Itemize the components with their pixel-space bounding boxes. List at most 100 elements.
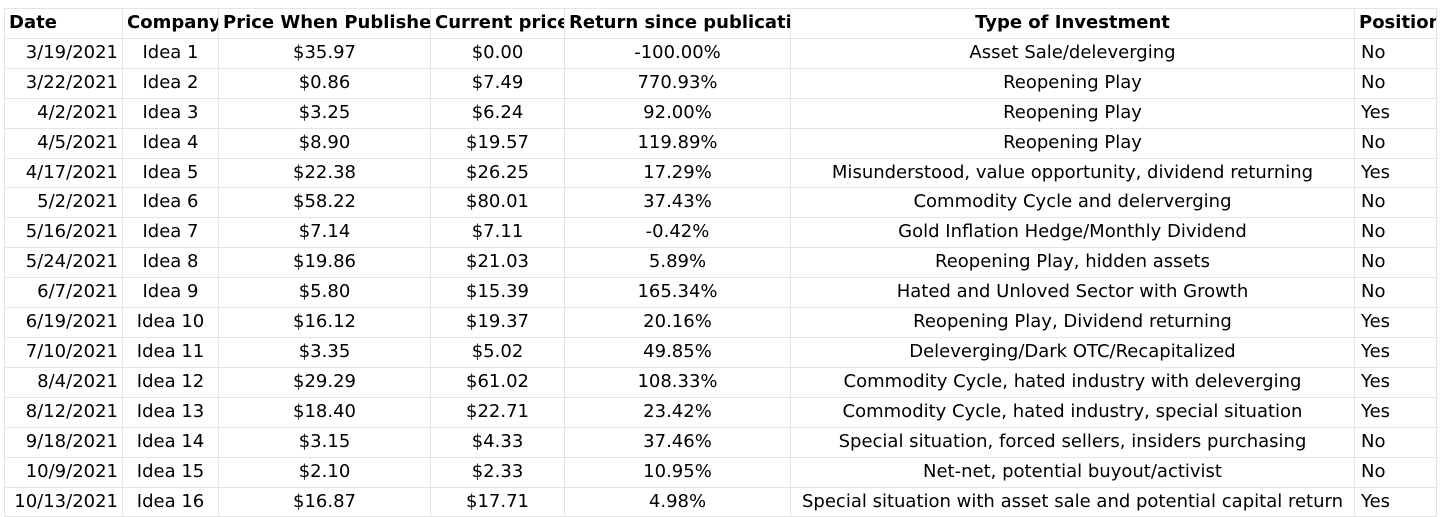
cell-price-published[interactable]: $22.38 xyxy=(218,158,431,189)
header-price-published[interactable]: Price When Published xyxy=(218,8,431,39)
cell-date[interactable]: 6/19/2021 xyxy=(4,307,123,338)
cell-return[interactable]: 49.85% xyxy=(564,337,791,368)
cell-company[interactable]: Idea 10 xyxy=(122,307,219,338)
cell-price-published[interactable]: $16.12 xyxy=(218,307,431,338)
cell-current-price[interactable]: $26.25 xyxy=(430,158,565,189)
cell-price-published[interactable]: $3.15 xyxy=(218,427,431,458)
cell-current-price[interactable]: $0.00 xyxy=(430,38,565,69)
cell-return[interactable]: 20.16% xyxy=(564,307,791,338)
cell-current-price[interactable]: $2.33 xyxy=(430,457,565,488)
cell-type[interactable]: Special situation, forced sellers, insid… xyxy=(790,427,1355,458)
cell-company[interactable]: Idea 15 xyxy=(122,457,219,488)
cell-company[interactable]: Idea 4 xyxy=(122,128,219,159)
cell-type[interactable]: Special situation with asset sale and po… xyxy=(790,487,1355,517)
cell-type[interactable]: Reopening Play, Dividend returning xyxy=(790,307,1355,338)
cell-type[interactable]: Reopening Play xyxy=(790,128,1355,159)
cell-position[interactable]: No xyxy=(1354,187,1437,219)
cell-return[interactable]: -100.00% xyxy=(564,38,791,69)
cell-type[interactable]: Deleverging/Dark OTC/Recapitalized xyxy=(790,337,1355,368)
cell-type[interactable]: Commodity Cycle and delerverging xyxy=(790,187,1355,219)
cell-return[interactable]: -0.42% xyxy=(564,217,791,249)
cell-return[interactable]: 37.43% xyxy=(564,187,791,219)
cell-position[interactable]: No xyxy=(1354,247,1437,279)
cell-position[interactable]: Yes xyxy=(1354,158,1437,189)
cell-date[interactable]: 8/4/2021 xyxy=(4,367,123,398)
cell-current-price[interactable]: $7.11 xyxy=(430,217,565,249)
cell-return[interactable]: 770.93% xyxy=(564,68,791,99)
cell-current-price[interactable]: $6.24 xyxy=(430,98,565,129)
header-position[interactable]: Position xyxy=(1354,8,1437,39)
cell-return[interactable]: 119.89% xyxy=(564,128,791,159)
cell-date[interactable]: 7/10/2021 xyxy=(4,337,123,368)
cell-position[interactable]: No xyxy=(1354,427,1437,458)
cell-date[interactable]: 5/16/2021 xyxy=(4,217,123,249)
cell-date[interactable]: 4/5/2021 xyxy=(4,128,123,159)
cell-price-published[interactable]: $35.97 xyxy=(218,38,431,69)
cell-current-price[interactable]: $21.03 xyxy=(430,247,565,279)
cell-company[interactable]: Idea 1 xyxy=(122,38,219,69)
cell-date[interactable]: 4/17/2021 xyxy=(4,158,123,189)
cell-price-published[interactable]: $16.87 xyxy=(218,487,431,517)
cell-return[interactable]: 17.29% xyxy=(564,158,791,189)
cell-company[interactable]: Idea 16 xyxy=(122,487,219,517)
cell-current-price[interactable]: $7.49 xyxy=(430,68,565,99)
cell-date[interactable]: 3/19/2021 xyxy=(4,38,123,69)
cell-type[interactable]: Reopening Play, hidden assets xyxy=(790,247,1355,279)
cell-price-published[interactable]: $3.25 xyxy=(218,98,431,129)
cell-date[interactable]: 10/9/2021 xyxy=(4,457,123,488)
cell-type[interactable]: Misunderstood, value opportunity, divide… xyxy=(790,158,1355,189)
cell-position[interactable]: No xyxy=(1354,457,1437,488)
cell-type[interactable]: Commodity Cycle, hated industry with del… xyxy=(790,367,1355,398)
cell-company[interactable]: Idea 3 xyxy=(122,98,219,129)
cell-company[interactable]: Idea 13 xyxy=(122,397,219,428)
cell-return[interactable]: 4.98% xyxy=(564,487,791,517)
cell-company[interactable]: Idea 14 xyxy=(122,427,219,458)
cell-price-published[interactable]: $2.10 xyxy=(218,457,431,488)
cell-company[interactable]: Idea 7 xyxy=(122,217,219,249)
cell-price-published[interactable]: $58.22 xyxy=(218,187,431,219)
cell-return[interactable]: 165.34% xyxy=(564,277,791,309)
cell-type[interactable]: Reopening Play xyxy=(790,68,1355,99)
cell-price-published[interactable]: $18.40 xyxy=(218,397,431,428)
cell-date[interactable]: 10/13/2021 xyxy=(4,487,123,517)
cell-type[interactable]: Net-net, potential buyout/activist xyxy=(790,457,1355,488)
cell-current-price[interactable]: $19.37 xyxy=(430,307,565,338)
cell-price-published[interactable]: $8.90 xyxy=(218,128,431,159)
cell-position[interactable]: Yes xyxy=(1354,307,1437,338)
cell-type[interactable]: Reopening Play xyxy=(790,98,1355,129)
header-return[interactable]: Return since publication xyxy=(564,8,791,39)
cell-date[interactable]: 6/7/2021 xyxy=(4,277,123,309)
cell-return[interactable]: 10.95% xyxy=(564,457,791,488)
cell-date[interactable]: 5/2/2021 xyxy=(4,187,123,219)
cell-date[interactable]: 3/22/2021 xyxy=(4,68,123,99)
cell-position[interactable]: No xyxy=(1354,277,1437,309)
header-company[interactable]: Company xyxy=(122,8,219,39)
cell-current-price[interactable]: $19.57 xyxy=(430,128,565,159)
cell-position[interactable]: Yes xyxy=(1354,397,1437,428)
cell-price-published[interactable]: $5.80 xyxy=(218,277,431,309)
header-type[interactable]: Type of Investment xyxy=(790,8,1355,39)
cell-return[interactable]: 37.46% xyxy=(564,427,791,458)
cell-current-price[interactable]: $4.33 xyxy=(430,427,565,458)
cell-current-price[interactable]: $61.02 xyxy=(430,367,565,398)
cell-type[interactable]: Gold Inflation Hedge/Monthly Dividend xyxy=(790,217,1355,249)
cell-company[interactable]: Idea 5 xyxy=(122,158,219,189)
cell-price-published[interactable]: $19.86 xyxy=(218,247,431,279)
cell-position[interactable]: No xyxy=(1354,217,1437,249)
cell-return[interactable]: 5.89% xyxy=(564,247,791,279)
cell-company[interactable]: Idea 9 xyxy=(122,277,219,309)
cell-price-published[interactable]: $0.86 xyxy=(218,68,431,99)
cell-type[interactable]: Asset Sale/deleverging xyxy=(790,38,1355,69)
cell-current-price[interactable]: $15.39 xyxy=(430,277,565,309)
cell-position[interactable]: Yes xyxy=(1354,98,1437,129)
cell-position[interactable]: Yes xyxy=(1354,367,1437,398)
cell-date[interactable]: 9/18/2021 xyxy=(4,427,123,458)
cell-position[interactable]: Yes xyxy=(1354,487,1437,517)
cell-date[interactable]: 8/12/2021 xyxy=(4,397,123,428)
cell-company[interactable]: Idea 6 xyxy=(122,187,219,219)
cell-position[interactable]: No xyxy=(1354,128,1437,159)
cell-price-published[interactable]: $7.14 xyxy=(218,217,431,249)
cell-company[interactable]: Idea 2 xyxy=(122,68,219,99)
cell-position[interactable]: No xyxy=(1354,68,1437,99)
cell-company[interactable]: Idea 11 xyxy=(122,337,219,368)
